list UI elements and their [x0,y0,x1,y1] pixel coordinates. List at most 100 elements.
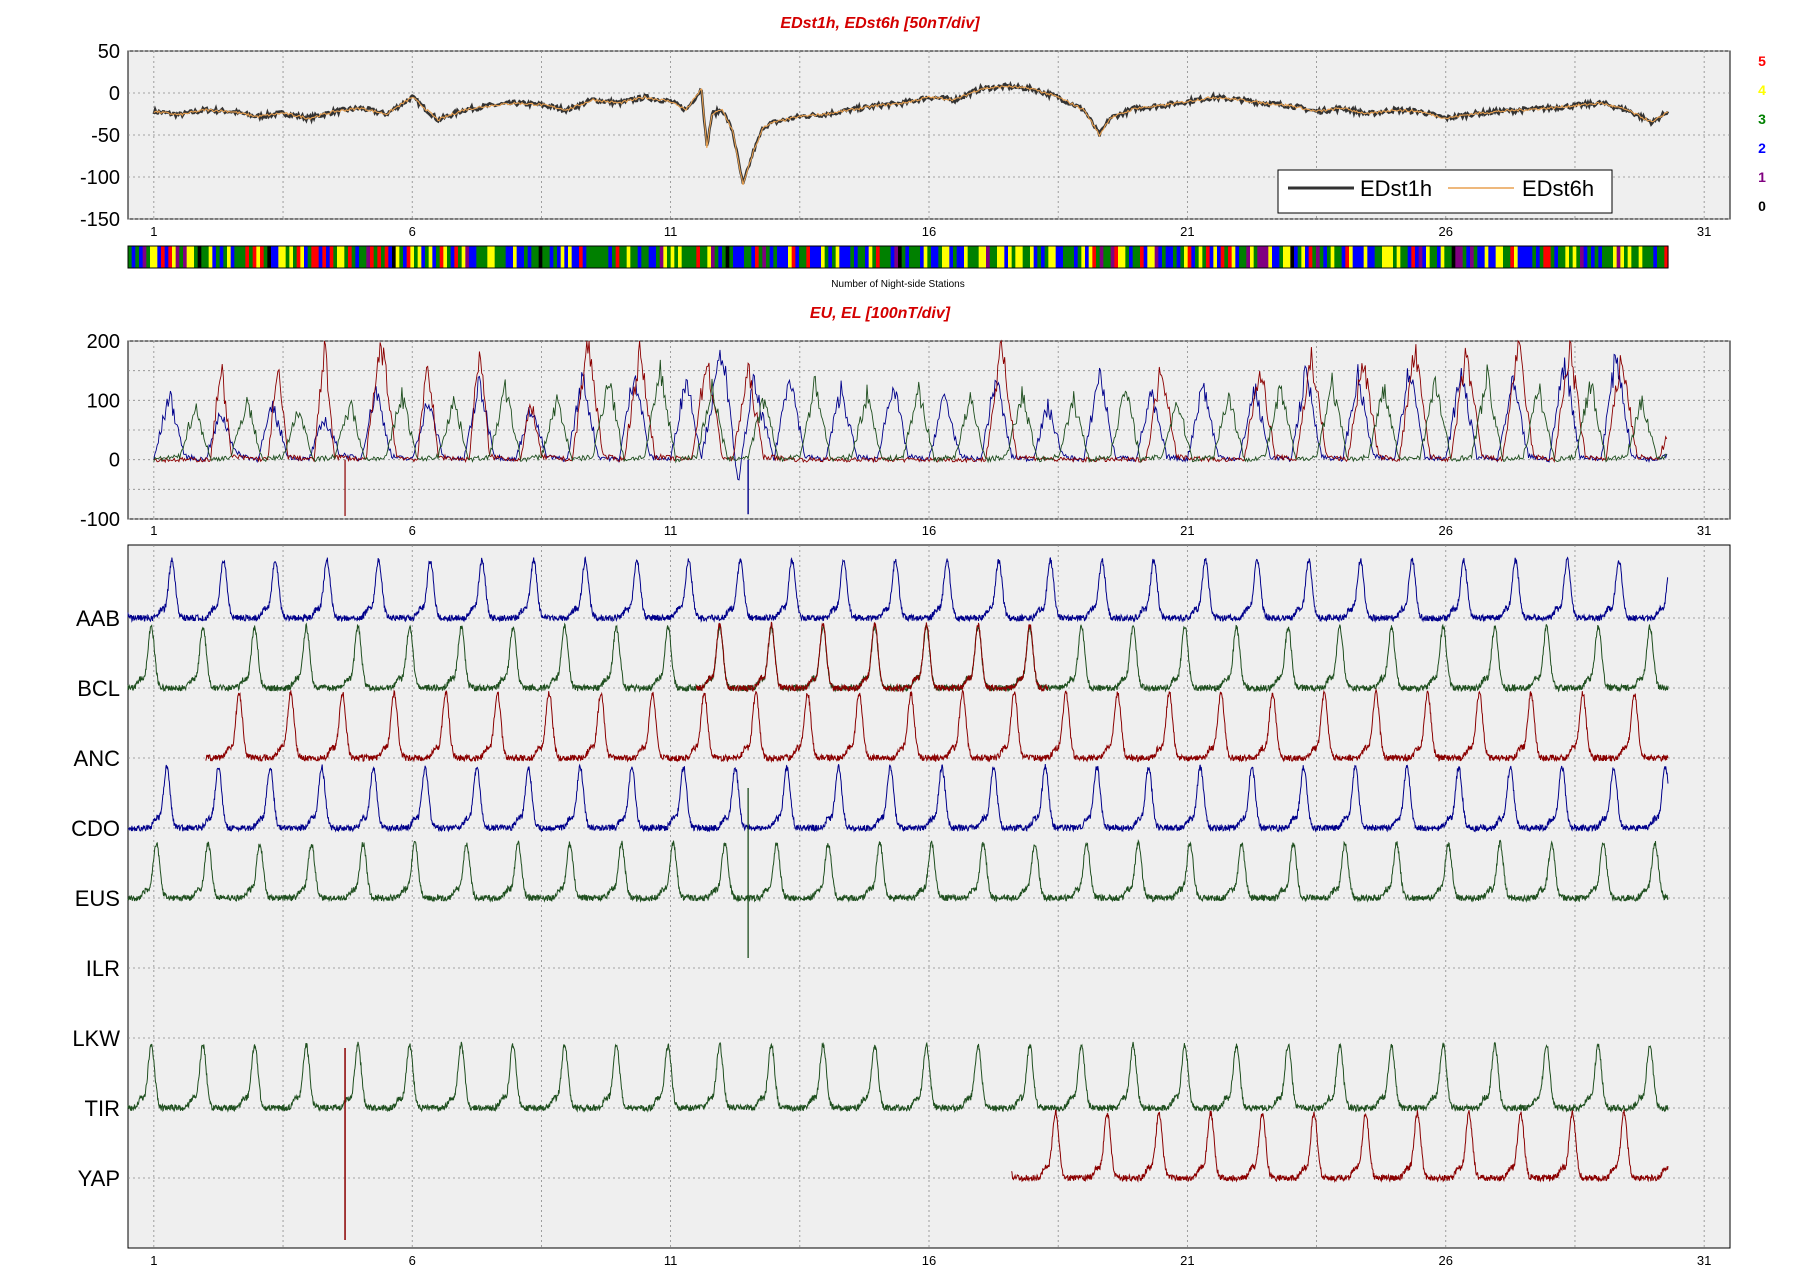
strip-cell [733,246,738,268]
strip-cell [161,246,166,268]
strip-cell [520,246,525,268]
y-tick-label: 100 [87,390,120,412]
station-trace-anc [205,687,1669,764]
strip-cell [1660,246,1665,268]
strip-cell [1525,246,1530,268]
strip-cell [1301,246,1306,268]
strip-cell [190,246,195,268]
strip-cell [1657,246,1662,268]
strip-cell [846,246,851,268]
strip-cell [1305,246,1310,268]
strip-cell [832,246,837,268]
strip-cell [333,246,338,268]
strip-cell [982,246,987,268]
strip-cell [861,246,866,268]
strip-cell [538,246,543,268]
strip-cell [267,246,272,268]
strip-cell [1352,246,1357,268]
panel2-title: EU, EL [100nT/div] [810,305,951,322]
strip-cell [1488,246,1493,268]
strip-cell [1099,246,1104,268]
strip-cell [450,246,455,268]
strip-cell [293,246,298,268]
strip-cell [373,246,378,268]
strip-cell [780,246,785,268]
strip-cell [348,246,353,268]
strip-cell [1081,246,1086,268]
strip-cell [1195,246,1200,268]
strip-cell [355,246,360,268]
strip-cell [1426,246,1431,268]
station-trace-eus [127,838,1669,903]
panel3-traces [127,556,1669,1240]
strip-cell [1356,246,1361,268]
strip-cell [813,246,818,268]
strip-cell [194,246,199,268]
strip-cell [711,246,716,268]
strip-cell [736,246,741,268]
strip-cell [1374,246,1379,268]
strip-cell [898,246,903,268]
strip-cell [722,246,727,268]
strip-cell [689,246,694,268]
strip-cell [1462,246,1467,268]
strip-cell [1239,246,1244,268]
strip-cell [1110,246,1115,268]
strip-cell [142,246,147,268]
strip-cell [1371,246,1376,268]
strip-cell [945,246,950,268]
strip-cell [1470,246,1475,268]
strip-cell [773,246,778,268]
strip-cell [1000,246,1005,268]
strip-cell [894,246,899,268]
series-line-edst1h [152,80,1670,185]
strip-cell [1429,246,1434,268]
strip-cell [1077,246,1082,268]
strip-cell [1217,246,1222,268]
strip-cell [997,246,1002,268]
strip-cell [1664,246,1669,268]
strip-cell [1591,246,1596,268]
strip-cell [465,246,470,268]
scale-label-0: 0 [1758,198,1766,214]
x-tick-label: 11 [664,1253,678,1268]
strip-cell [1536,246,1541,268]
strip-cell [663,246,668,268]
strip-cell [1198,246,1203,268]
legend-label-edst1h: EDst1h [1360,176,1432,201]
strip-cell [1316,246,1321,268]
strip-cell [1510,246,1515,268]
strip-cell [1649,246,1654,268]
x-tick-label: 31 [1697,523,1711,538]
strip-cell [608,246,613,268]
strip-cell [516,246,521,268]
strip-cell [153,246,158,268]
strip-cell [1345,246,1350,268]
strip-cell [1184,246,1189,268]
strip-cell [256,246,261,268]
strip-cell [172,246,177,268]
strip-cell [1539,246,1544,268]
strip-cell [366,246,371,268]
series-line-edst6h [153,84,1669,186]
strip-cell [1459,246,1464,268]
strip-cell [370,246,375,268]
strip-cell [1393,246,1398,268]
strip-cell [201,246,206,268]
strip-cell [553,246,558,268]
station-label-tir: TIR [85,1096,120,1121]
x-tick-label: 31 [1697,1253,1711,1268]
strip-cell [216,246,221,268]
strip-cell [502,246,507,268]
strip-cell [476,246,481,268]
strip-cell [406,246,411,268]
strip-cell [1616,246,1621,268]
strip-cell [527,246,532,268]
night-side-stations-strip [128,246,1669,268]
strip-cell [1521,246,1526,268]
series-line-1 [153,339,1668,464]
strip-cell [1473,246,1478,268]
strip-cell [344,246,349,268]
strip-cell [1048,246,1053,268]
x-tick-label: 26 [1439,523,1453,538]
